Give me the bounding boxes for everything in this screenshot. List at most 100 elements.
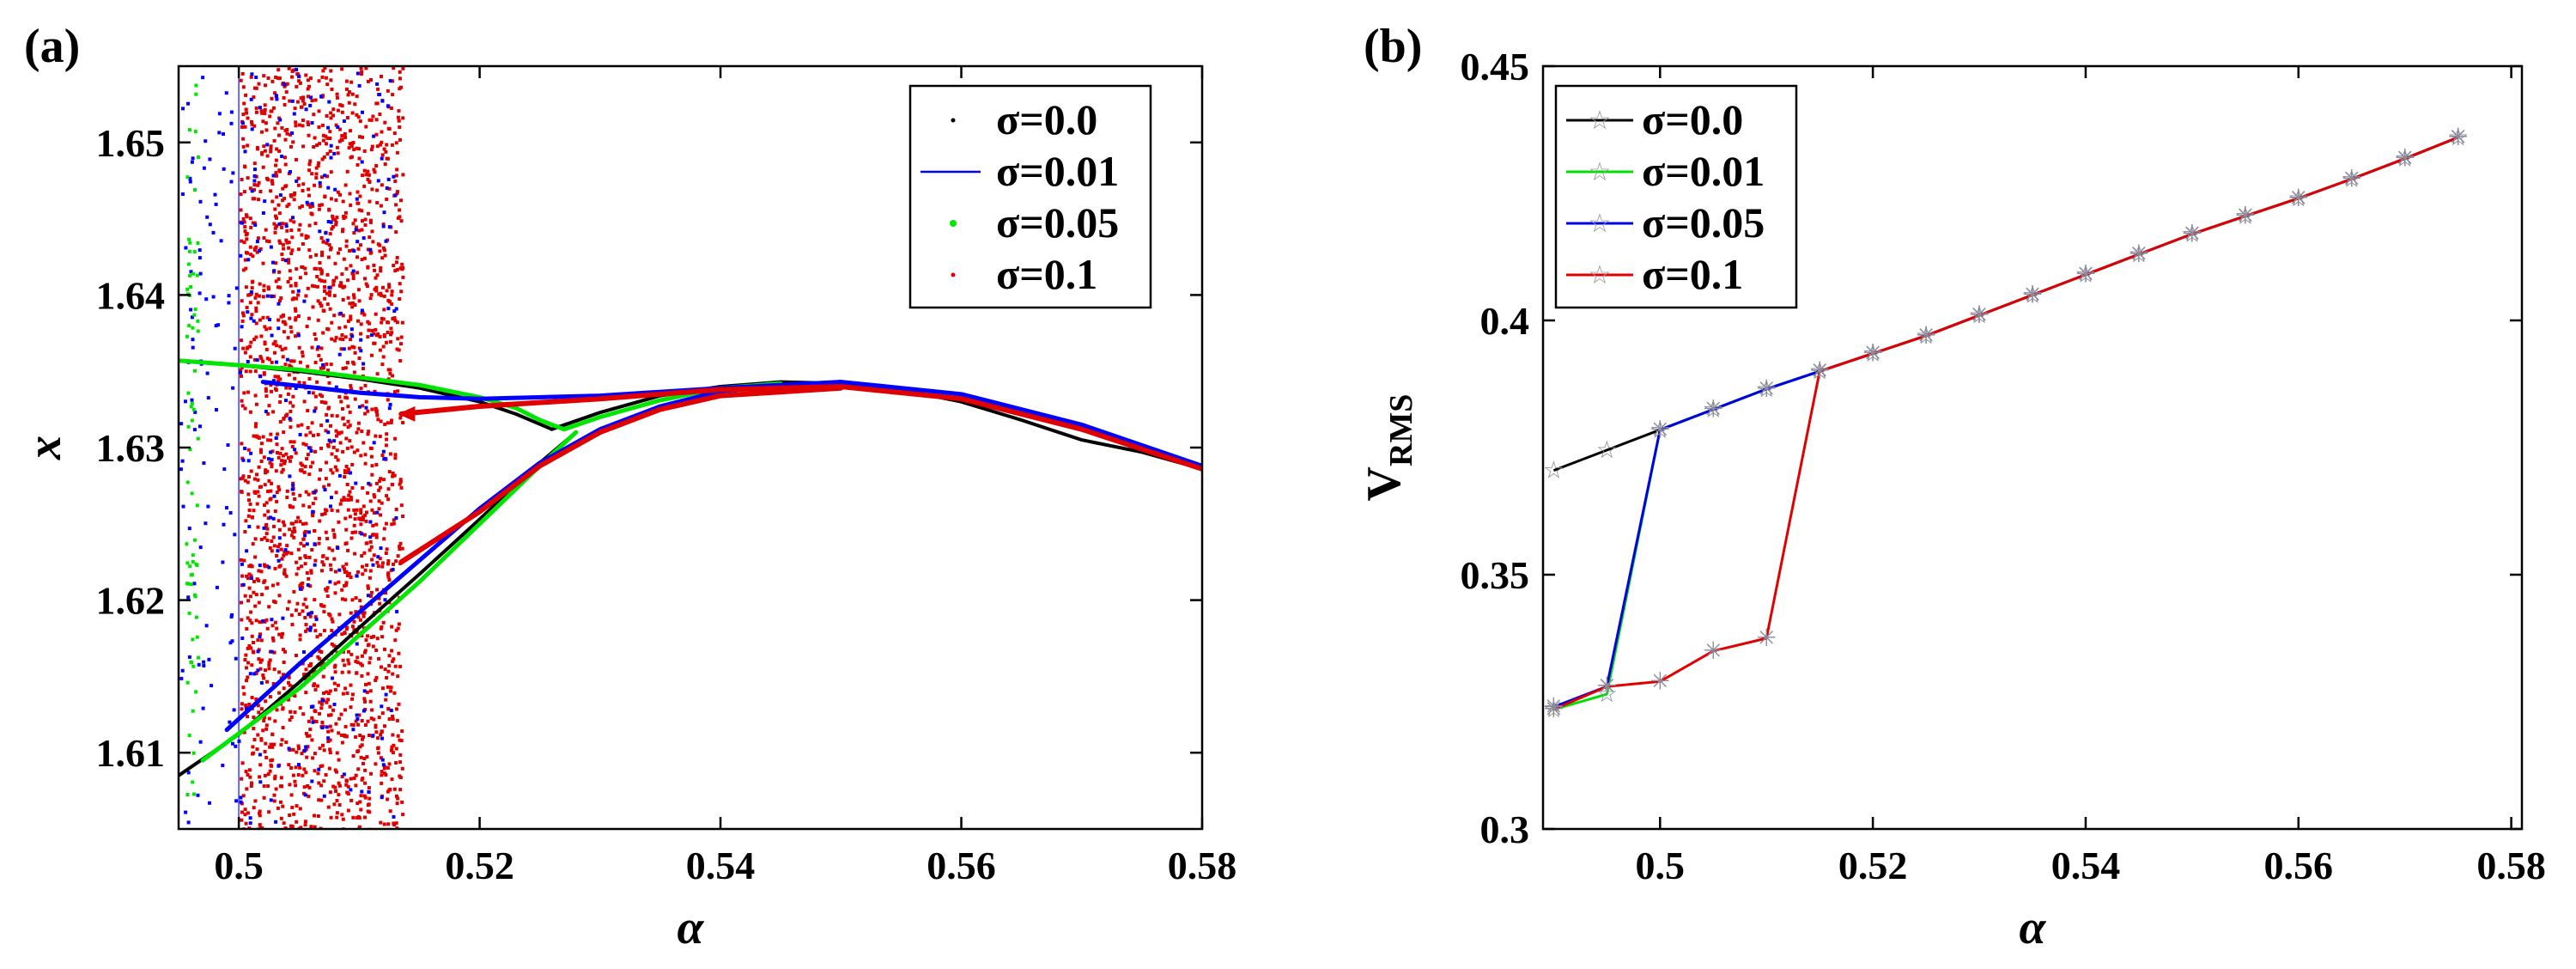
panel-a-noise-point bbox=[320, 698, 325, 703]
panel-a-noise-point bbox=[302, 470, 307, 474]
panel-a-noise-point bbox=[368, 296, 373, 301]
panel-a-noise-point bbox=[361, 441, 366, 445]
panel-a-noise-point bbox=[301, 95, 306, 100]
panel-a-noise-point bbox=[302, 299, 307, 303]
panel-a-noise-point bbox=[368, 656, 373, 661]
panel-a-noise-point bbox=[261, 315, 265, 320]
panel-a-noise-point bbox=[256, 733, 260, 737]
panel-a-noise-point bbox=[383, 120, 387, 125]
panel-a-noise-point bbox=[283, 197, 287, 201]
panel-a-noise-point bbox=[307, 162, 312, 167]
panel-a-noise-point bbox=[258, 823, 262, 827]
panel-a-noise-point bbox=[273, 230, 277, 235]
panel-a-noise-point bbox=[343, 598, 348, 602]
panel-a-noise-point bbox=[380, 140, 384, 144]
panel-a-noise-point bbox=[352, 148, 356, 152]
panel-a-noise-point bbox=[289, 229, 294, 232]
panel-a-noise-point bbox=[296, 72, 301, 76]
panel-a-noise-point bbox=[376, 242, 380, 247]
panel-a-noise-point bbox=[370, 144, 374, 149]
panel-a-noise-point bbox=[271, 682, 276, 686]
panel-a-noise-point bbox=[254, 306, 258, 310]
panel-a-noise-point bbox=[329, 247, 332, 252]
panel-a-noise-point bbox=[381, 449, 386, 454]
panel-a-noise-point bbox=[189, 573, 193, 577]
panel-a-noise-point bbox=[192, 792, 196, 796]
panel-a-noise-point bbox=[240, 178, 244, 181]
panel-a-noise-point bbox=[291, 773, 295, 777]
panel-a-noise-point bbox=[364, 282, 368, 286]
panel-a-noise-point bbox=[302, 767, 307, 771]
panel-a-noise-point bbox=[346, 361, 349, 365]
panel-a-noise-point bbox=[372, 341, 376, 345]
panel-a-noise-point bbox=[366, 265, 370, 269]
panel-a-noise-point bbox=[383, 724, 386, 728]
panel-a-noise-point bbox=[242, 101, 246, 106]
panel-a-noise-point bbox=[275, 499, 279, 503]
panel-a-noise-point bbox=[188, 564, 192, 569]
panel-a-noise-point bbox=[328, 580, 332, 584]
panel-a-noise-point bbox=[292, 359, 296, 363]
panel-a-noise-point bbox=[248, 619, 252, 623]
panel-a-noise-point bbox=[387, 654, 392, 658]
panel-a-noise-point bbox=[252, 179, 257, 183]
panel-a-noise-point bbox=[263, 112, 267, 116]
panel-a-noise-point bbox=[283, 568, 287, 572]
panel-a-noise-point bbox=[229, 110, 234, 114]
panel-a-noise-point bbox=[386, 298, 391, 302]
panel-a-noise-point bbox=[304, 555, 308, 559]
panel-a-noise-point bbox=[385, 143, 389, 147]
panel-a-noise-point bbox=[372, 168, 376, 172]
panel-a-noise-point bbox=[291, 481, 295, 485]
panel-a-noise-point bbox=[257, 82, 261, 86]
panel-a-noise-point bbox=[318, 649, 322, 653]
panel-a-noise-point bbox=[331, 643, 336, 648]
panel-a-noise-point bbox=[191, 664, 196, 668]
panel-a-noise-point bbox=[334, 198, 338, 202]
panel-a-noise-point bbox=[309, 95, 313, 100]
panel-a-noise-point bbox=[341, 338, 345, 342]
panel-b-data-marker: ☆ bbox=[1968, 302, 1990, 329]
panel-a-noise-point bbox=[359, 522, 363, 527]
panel-a-noise-point bbox=[249, 610, 253, 614]
panel-a-noise-point bbox=[270, 199, 275, 204]
panel-a-noise-point bbox=[334, 222, 338, 227]
panel-a-noise-point bbox=[263, 107, 267, 112]
panel-a-noise-point bbox=[375, 144, 380, 149]
panel-a-noise-point bbox=[301, 585, 305, 589]
panel-a-noise-point bbox=[345, 169, 349, 174]
panel-a-noise-point bbox=[355, 197, 359, 201]
panel-a-noise-point bbox=[271, 583, 275, 588]
panel-a-noise-point bbox=[384, 239, 388, 243]
panel-a-noise-point bbox=[276, 68, 281, 72]
panel-a-noise-point bbox=[271, 342, 276, 346]
panel-a-noise-point bbox=[275, 360, 278, 364]
panel-a-noise-point bbox=[239, 208, 243, 212]
panel-a-noise-point bbox=[355, 271, 360, 275]
panel-a-noise-point bbox=[329, 143, 333, 148]
panel-a-noise-point bbox=[385, 547, 389, 552]
panel-a-noise-point bbox=[360, 673, 364, 678]
panel-a-noise-point bbox=[274, 261, 278, 265]
panel-a-noise-point bbox=[326, 186, 331, 190]
panel-a-noise-point bbox=[321, 133, 325, 137]
panel-a-noise-point bbox=[249, 646, 253, 650]
panel-b-data-marker: ☆ bbox=[2287, 186, 2309, 212]
panel-a-noise-point bbox=[364, 399, 368, 404]
panel-a-noise-point bbox=[258, 826, 263, 829]
panel-a-noise-point bbox=[331, 471, 335, 475]
panel-a-noise-point bbox=[191, 338, 195, 342]
panel-a-noise-point bbox=[250, 286, 254, 290]
panel-a-noise-point bbox=[304, 745, 308, 749]
panel-a-noise-point bbox=[331, 784, 336, 789]
panel-a-noise-point bbox=[282, 417, 286, 420]
panel-b-data-marker: ☆ bbox=[2394, 146, 2415, 173]
panel-b-legend: ☆ σ=0.0☆ σ=0.01☆ σ=0.05☆ σ=0.1 bbox=[1554, 84, 1798, 309]
panel-a-noise-point bbox=[241, 311, 245, 315]
panel-a-noise-point bbox=[289, 455, 294, 459]
panel-a-noise-point bbox=[243, 164, 246, 168]
panel-a-noise-point bbox=[329, 468, 333, 472]
panel-a-noise-point bbox=[313, 542, 317, 546]
panel-a-noise-point bbox=[349, 722, 354, 727]
panel-a-noise-point bbox=[264, 522, 269, 527]
